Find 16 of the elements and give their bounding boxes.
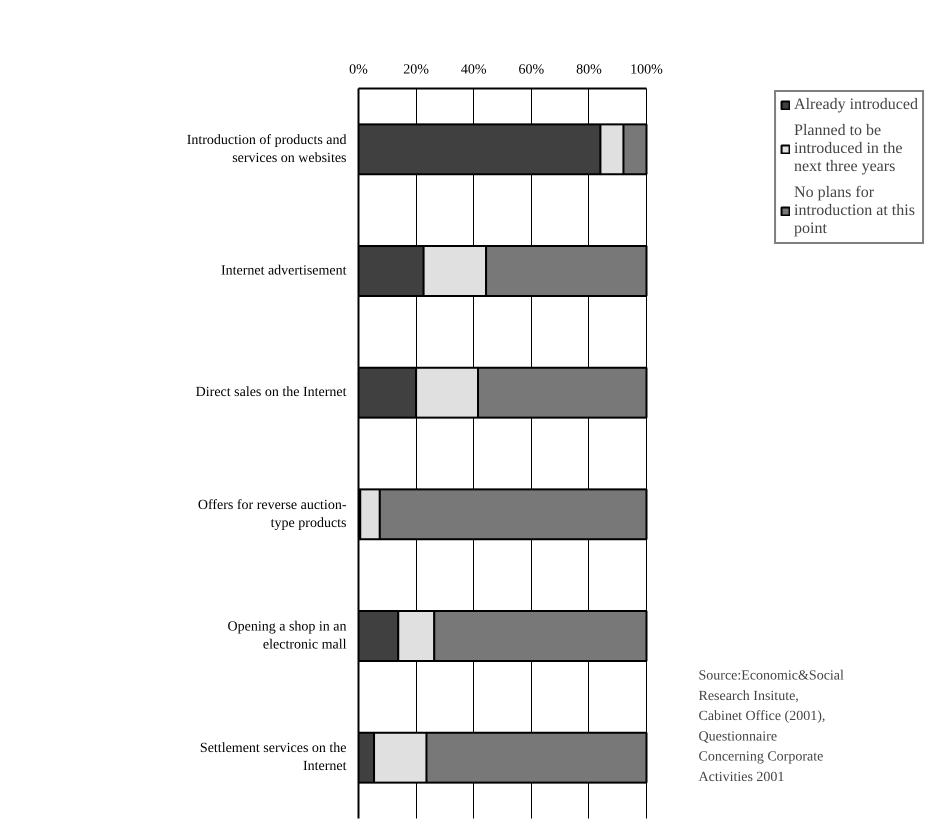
legend-label: No plans for introduction at this point (794, 184, 915, 238)
x-tick-label: 100% (630, 62, 664, 78)
y-tick-label: Opening a shop in an electronic mall (228, 620, 347, 652)
source-note: Source:Economic&Social Research Insitute, Cabinet Office (2001), Questionnaire Concerning Corporate Activities 2001 (698, 668, 844, 785)
legend-label: Planned to be introduced in the next three years (794, 122, 902, 176)
x-tick-label: 0% (349, 62, 368, 78)
y-tick-label: Settlement services on the Internet (200, 741, 347, 774)
x-tick-label: 20% (403, 62, 430, 78)
x-tick-label: 40% (460, 62, 487, 78)
x-tick-label: 60% (518, 62, 544, 78)
legend-label: Already introduced (794, 96, 918, 114)
y-tick-label: Introduction of products and services on websites (186, 132, 347, 166)
y-tick-label: Offers for reverse auction-type products (198, 498, 347, 531)
y-tick-label: Direct sales on the Internet (196, 385, 347, 400)
x-tick-label: 80% (576, 62, 602, 78)
y-tick-label: Internet advertisement (220, 264, 347, 278)
